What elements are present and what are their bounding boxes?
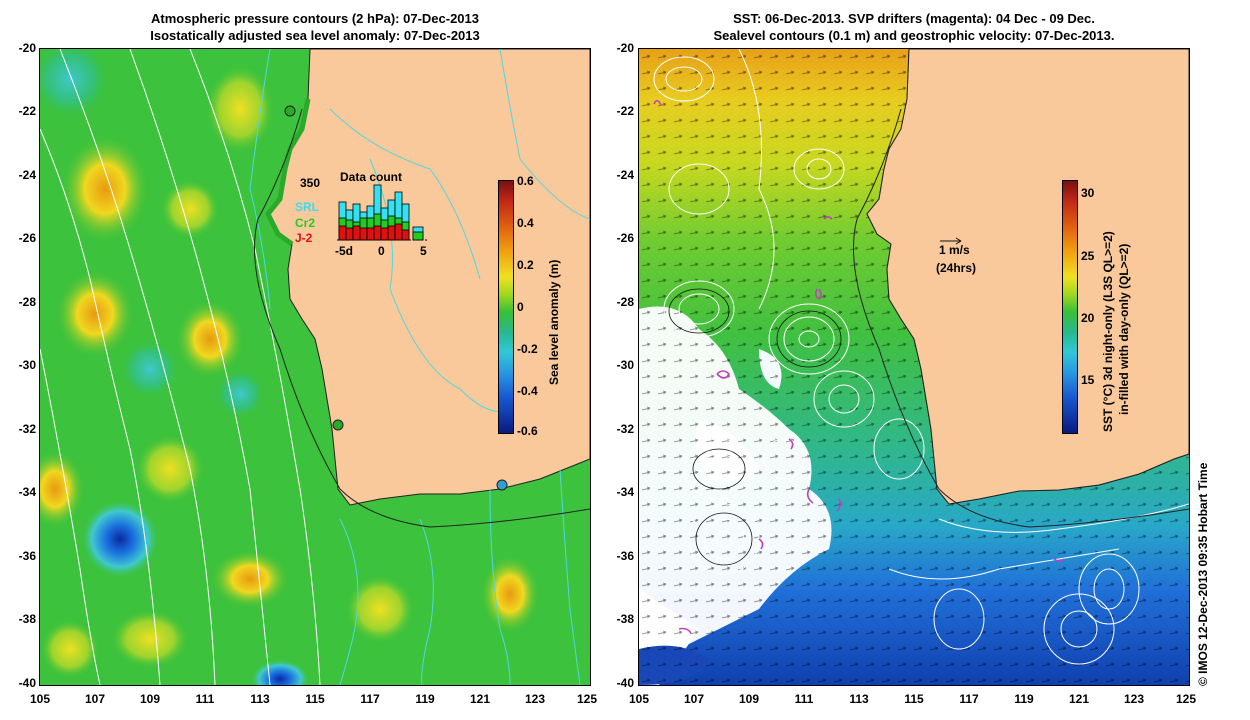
left-x-tick: 109 [139, 692, 161, 706]
inset-ymax-label: 350 [300, 176, 321, 190]
colorbar-tick: 0 [517, 300, 524, 314]
right-x-tick: 121 [1068, 692, 1090, 706]
right-title-line1: SST: 06-Dec-2013. SVP drifters (magenta)… [733, 11, 1095, 26]
left-y-tick: -24 [18, 168, 36, 182]
inset-x-tick: 0 [378, 244, 385, 258]
left-y-tick: -32 [18, 422, 36, 436]
colorbar-tick: 25 [1081, 249, 1095, 263]
right-x-tick: 119 [1014, 692, 1034, 706]
imos-credit: © IMOS 12-Dec-2013 09:35 Hobart Time [1196, 462, 1210, 686]
colorbar-tick: 20 [1081, 311, 1095, 325]
left-x-tick: 121 [469, 692, 491, 706]
colorbar-tick: 0.6 [517, 174, 534, 188]
sst-colorbar-label-line2: in-filled with day-only (QL>=2) [1117, 243, 1131, 415]
right-y-tick: -28 [616, 295, 634, 309]
right-title-line2: Sealevel contours (0.1 m) and geostrophi… [713, 28, 1115, 43]
left-x-tick: 117 [360, 692, 380, 706]
inset-legend-srl: SRL [295, 200, 319, 214]
sea-level-anomaly-map [39, 48, 591, 686]
inset-legend-j2: J-2 [295, 231, 313, 245]
right-x-tick: 125 [1175, 692, 1197, 706]
left-y-tick: -38 [18, 612, 36, 626]
right-y-tick: -40 [616, 676, 634, 690]
left-x-tick: 111 [195, 692, 215, 706]
inset-x-tick: 5 [420, 244, 427, 258]
right-x-tick: 113 [849, 692, 869, 706]
colorbar-tick: -0.4 [517, 384, 538, 398]
scale-arrow-sublabel: (24hrs) [936, 261, 977, 275]
right-y-tick: -24 [616, 168, 634, 182]
right-x-tick: 109 [738, 692, 760, 706]
sst-map-graphic [639, 49, 1189, 685]
left-x-tick: 105 [29, 692, 51, 706]
sea-level-colorbar [498, 180, 514, 434]
inset-legend-cr2: Cr2 [295, 216, 316, 230]
right-y-tick: -22 [616, 104, 634, 118]
left-y-tick: -36 [18, 549, 36, 563]
right-x-tick: 105 [628, 692, 650, 706]
left-y-tick: -40 [18, 676, 36, 690]
right-x-tick: 111 [794, 692, 814, 706]
data-count-inset: 350 Data count SRL Cr2 J-2 [295, 170, 435, 265]
colorbar-tick: 30 [1081, 186, 1095, 200]
left-y-tick: -34 [18, 485, 36, 499]
right-y-tick: -32 [616, 422, 634, 436]
right-y-tick: -26 [616, 231, 634, 245]
colorbar-tick: 15 [1081, 373, 1095, 387]
sst-colorbar [1062, 180, 1078, 434]
right-x-tick: 117 [959, 692, 979, 706]
left-x-tick: 119 [415, 692, 435, 706]
sea-level-colorbar-label: Sea level anomaly (m) [547, 259, 561, 385]
inset-histogram [337, 184, 427, 241]
left-y-tick: -20 [18, 41, 36, 55]
left-y-tick: -22 [18, 104, 36, 118]
colorbar-tick: -0.2 [517, 342, 538, 356]
left-y-tick: -28 [18, 295, 36, 309]
inset-title: Data count [340, 170, 403, 184]
right-y-tick: -20 [616, 41, 634, 55]
right-x-tick: 123 [1123, 692, 1145, 706]
colorbar-tick: 0.4 [517, 216, 534, 230]
left-x-tick: 107 [84, 692, 106, 706]
left-x-tick: 115 [305, 692, 325, 706]
left-title-line1: Atmospheric pressure contours (2 hPa): 0… [151, 11, 479, 26]
sst-map [638, 48, 1190, 686]
right-y-tick: -36 [616, 549, 634, 563]
right-x-tick: 115 [904, 692, 924, 706]
right-y-tick: -38 [616, 612, 634, 626]
scale-arrow-label: 1 m/s [939, 243, 970, 257]
left-y-tick: -26 [18, 231, 36, 245]
left-x-tick: 113 [250, 692, 270, 706]
colorbar-tick: -0.6 [517, 424, 538, 438]
right-y-tick: -34 [616, 485, 634, 499]
left-y-tick: -30 [18, 358, 36, 372]
colorbar-tick: 0.2 [517, 258, 534, 272]
left-title-line2: Isostatically adjusted sea level anomaly… [150, 28, 480, 43]
left-x-tick: 123 [524, 692, 546, 706]
sst-colorbar-label-line1: SST (°C) 3d night-only (L3S QL>=2) [1101, 231, 1115, 432]
inset-x-tick: -5d [335, 244, 353, 258]
sea-level-anomaly-map-graphic [40, 49, 590, 685]
right-x-tick: 107 [683, 692, 705, 706]
left-x-tick: 125 [576, 692, 598, 706]
left-panel-title: Atmospheric pressure contours (2 hPa): 0… [40, 10, 590, 44]
right-panel-title: SST: 06-Dec-2013. SVP drifters (magenta)… [638, 10, 1190, 44]
right-y-tick: -30 [616, 358, 634, 372]
